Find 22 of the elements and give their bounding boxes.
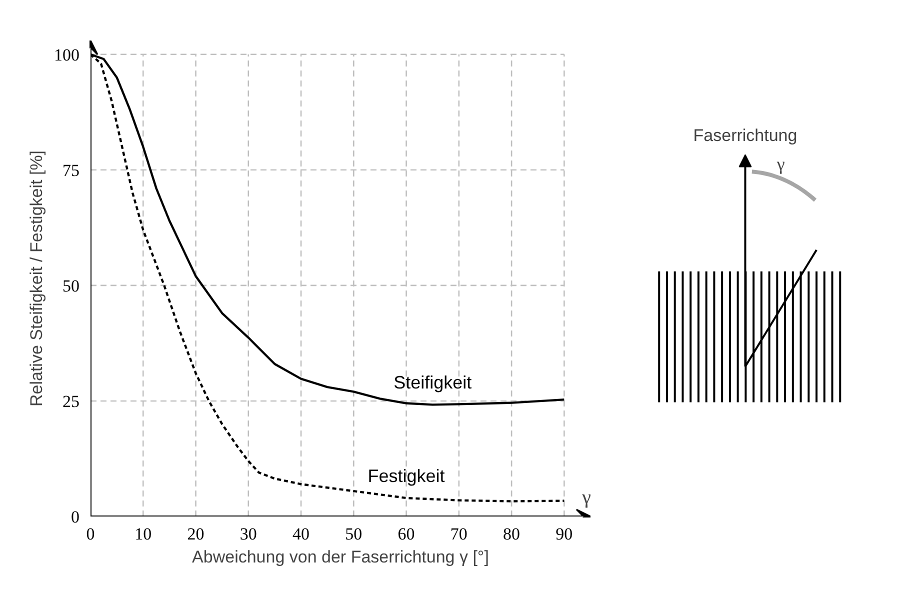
- x-tick-label: 70: [450, 524, 468, 544]
- x-tick-label: 50: [345, 524, 362, 544]
- x-tick-label: 20: [187, 524, 204, 544]
- series-label: Steifigkeit: [394, 372, 472, 393]
- x-tick-label: 0: [86, 524, 95, 544]
- x-tick-label: 40: [292, 524, 310, 544]
- y-tick-label: 0: [71, 508, 80, 526]
- text: γ: [776, 154, 785, 174]
- y-tick-label: 75: [62, 160, 80, 180]
- x-tick-label: 10: [134, 524, 152, 544]
- x-tick-label: 90: [556, 524, 573, 544]
- text: Faserrichtung: [693, 126, 798, 146]
- x-axis-title: Abweichung von der Faserrichtung γ [°]: [192, 548, 489, 566]
- y-axis-title: Relative Steifigkeit / Festigkeit [%]: [27, 150, 46, 407]
- x-tick-label: 60: [398, 524, 415, 544]
- y-tick-label: 50: [62, 276, 80, 296]
- y-tick-label: 100: [54, 45, 80, 64]
- series-label: Festigkeit: [368, 466, 445, 486]
- annotation: γ: [581, 486, 592, 508]
- x-tick-label: 30: [240, 524, 257, 544]
- y-tick-label: 25: [62, 392, 80, 411]
- x-tick-label: 80: [503, 524, 520, 544]
